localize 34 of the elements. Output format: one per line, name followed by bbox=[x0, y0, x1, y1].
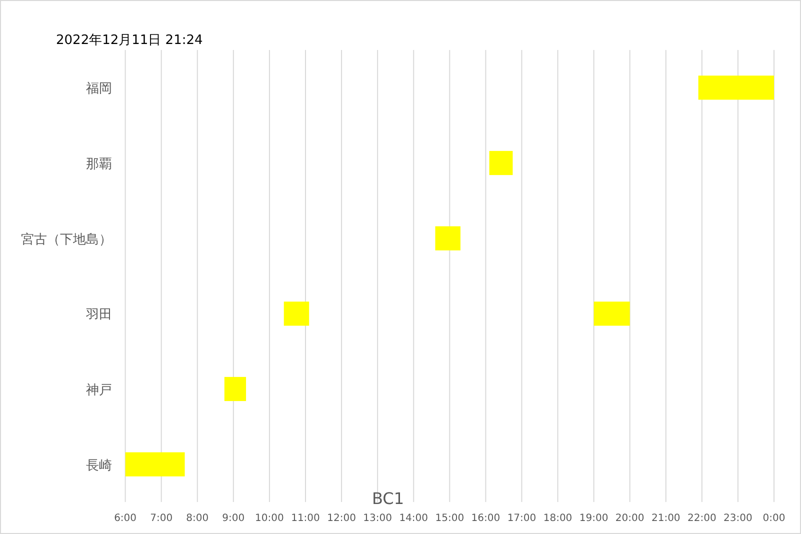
x-tick-label: 23:00 bbox=[724, 513, 752, 524]
y-tick-label: 神戸 bbox=[86, 383, 112, 398]
y-tick-label: 福岡 bbox=[86, 82, 112, 97]
x-tick-label: 17:00 bbox=[507, 513, 536, 524]
x-tick-label: 7:00 bbox=[150, 513, 173, 524]
chart-title: 2022年12月11日 21:24 bbox=[56, 33, 203, 48]
bar bbox=[435, 226, 460, 250]
x-tick-label: 15:00 bbox=[435, 513, 464, 524]
bar bbox=[284, 302, 310, 326]
y-tick-label: 長崎 bbox=[86, 458, 112, 474]
x-tick-label: 21:00 bbox=[651, 513, 680, 524]
y-tick-label: 宮古（下地島） bbox=[21, 231, 112, 248]
y-tick-label: 那覇 bbox=[86, 157, 112, 172]
x-tick-label: 6:00 bbox=[114, 513, 137, 524]
x-tick-label: 13:00 bbox=[363, 513, 392, 524]
x-tick-label: 8:00 bbox=[186, 513, 209, 524]
y-tick-label: 羽田 bbox=[85, 308, 112, 323]
bar bbox=[489, 150, 513, 176]
x-tick-label: 12:00 bbox=[327, 513, 356, 524]
x-axis-title: BC1 bbox=[372, 489, 404, 508]
bar bbox=[698, 76, 774, 100]
bar bbox=[594, 302, 630, 326]
x-tick-label: 18:00 bbox=[543, 513, 572, 524]
x-tick-label: 20:00 bbox=[615, 513, 644, 524]
x-tick-label: 14:00 bbox=[399, 513, 428, 524]
x-tick-label: 16:00 bbox=[471, 513, 500, 524]
x-tick-label: 19:00 bbox=[579, 513, 608, 524]
x-tick-label: 10:00 bbox=[255, 513, 284, 524]
x-tick-label: 22:00 bbox=[688, 513, 716, 524]
x-tick-label: 9:00 bbox=[222, 513, 245, 524]
x-tick-label: 11:00 bbox=[291, 513, 320, 524]
bar bbox=[224, 376, 246, 402]
bar bbox=[125, 452, 185, 476]
x-tick-label: 0:00 bbox=[762, 513, 786, 524]
